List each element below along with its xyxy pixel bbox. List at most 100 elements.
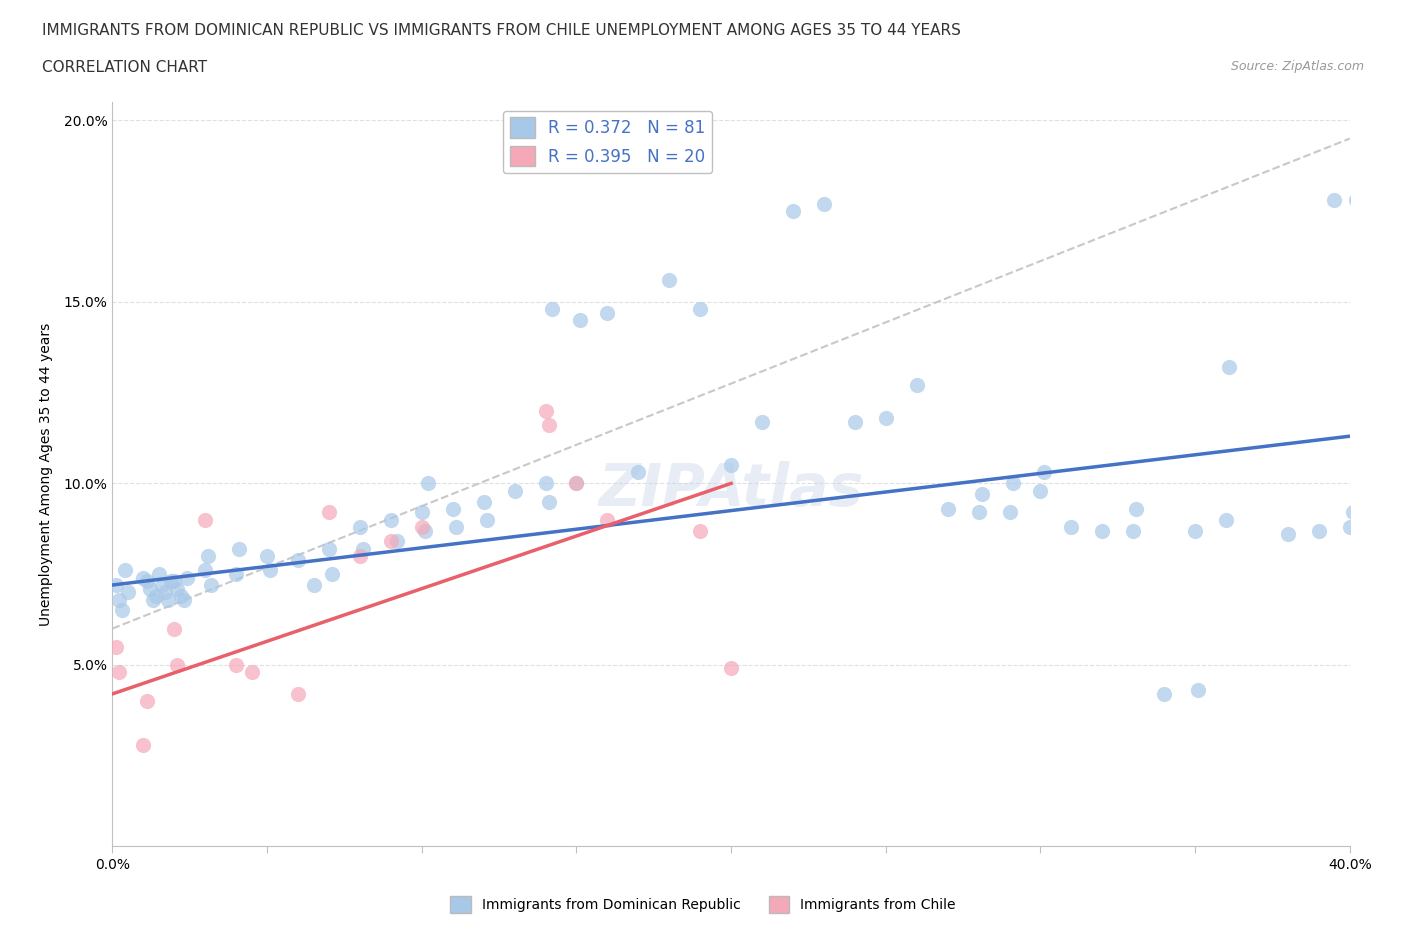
Point	[148, 566, 170, 581]
Point	[176, 570, 198, 585]
Point	[352, 541, 374, 556]
Point	[472, 494, 495, 509]
Point	[166, 581, 188, 596]
Point	[936, 501, 959, 516]
Legend: R = 0.372   N = 81, R = 0.395   N = 20: R = 0.372 N = 81, R = 0.395 N = 20	[503, 111, 711, 173]
Point	[1060, 520, 1083, 535]
Point	[104, 578, 127, 592]
Point	[385, 534, 408, 549]
Point	[1308, 523, 1330, 538]
Point	[111, 603, 134, 618]
Point	[444, 520, 467, 535]
Point	[200, 578, 222, 592]
Point	[194, 563, 217, 578]
Point	[475, 512, 498, 527]
Point	[411, 505, 433, 520]
Point	[627, 465, 650, 480]
Point	[416, 476, 439, 491]
Point	[114, 563, 136, 578]
Point	[225, 658, 247, 672]
Point	[107, 592, 129, 607]
Point	[689, 523, 711, 538]
Point	[153, 585, 176, 600]
Point	[537, 418, 560, 432]
Point	[157, 592, 180, 607]
Point	[905, 378, 928, 392]
Point	[1153, 686, 1175, 701]
Point	[998, 505, 1021, 520]
Point	[1277, 526, 1299, 541]
Point	[565, 476, 588, 491]
Point	[970, 486, 993, 501]
Point	[1122, 523, 1144, 538]
Point	[160, 574, 183, 589]
Point	[813, 196, 835, 211]
Point	[302, 578, 325, 592]
Point	[142, 592, 165, 607]
Point	[197, 549, 219, 564]
Point	[150, 578, 173, 592]
Point	[1091, 523, 1114, 538]
Point	[132, 570, 155, 585]
Text: ZIPAtlas: ZIPAtlas	[599, 460, 863, 518]
Point	[534, 404, 557, 418]
Point	[145, 589, 167, 604]
Point	[596, 305, 619, 320]
Point	[138, 581, 160, 596]
Point	[173, 592, 195, 607]
Point	[135, 574, 157, 589]
Point	[259, 563, 281, 578]
Point	[1344, 193, 1367, 207]
Point	[117, 585, 139, 600]
Point	[967, 505, 990, 520]
Point	[380, 512, 402, 527]
Point	[256, 549, 278, 564]
Point	[318, 505, 340, 520]
Point	[537, 494, 560, 509]
Point	[135, 694, 157, 709]
Point	[844, 414, 866, 429]
Point	[1184, 523, 1206, 538]
Point	[658, 272, 681, 287]
Point	[413, 523, 436, 538]
Point	[287, 552, 309, 567]
Point	[1218, 360, 1240, 375]
Legend: Immigrants from Dominican Republic, Immigrants from Chile: Immigrants from Dominican Republic, Immi…	[444, 890, 962, 919]
Point	[349, 549, 371, 564]
Point	[540, 301, 562, 316]
Point	[287, 686, 309, 701]
Point	[596, 512, 619, 527]
Point	[169, 589, 191, 604]
Point	[1032, 465, 1054, 480]
Point	[194, 512, 217, 527]
Point	[1339, 520, 1361, 535]
Point	[349, 520, 371, 535]
Point	[503, 484, 526, 498]
Text: Source: ZipAtlas.com: Source: ZipAtlas.com	[1230, 60, 1364, 73]
Point	[240, 665, 263, 680]
Point	[1029, 484, 1052, 498]
Point	[1341, 505, 1364, 520]
Y-axis label: Unemployment Among Ages 35 to 44 years: Unemployment Among Ages 35 to 44 years	[38, 323, 52, 626]
Point	[163, 574, 186, 589]
Point	[228, 541, 250, 556]
Point	[568, 312, 591, 327]
Point	[107, 665, 129, 680]
Point	[104, 639, 127, 654]
Point	[1323, 193, 1346, 207]
Point	[132, 737, 155, 752]
Point	[1215, 512, 1237, 527]
Text: IMMIGRANTS FROM DOMINICAN REPUBLIC VS IMMIGRANTS FROM CHILE UNEMPLOYMENT AMONG A: IMMIGRANTS FROM DOMINICAN REPUBLIC VS IM…	[42, 23, 962, 38]
Point	[166, 658, 188, 672]
Text: CORRELATION CHART: CORRELATION CHART	[42, 60, 207, 75]
Point	[1125, 501, 1147, 516]
Point	[565, 476, 588, 491]
Point	[318, 541, 340, 556]
Point	[1001, 476, 1024, 491]
Point	[441, 501, 464, 516]
Point	[1187, 683, 1209, 698]
Point	[225, 566, 247, 581]
Point	[782, 204, 804, 219]
Point	[720, 661, 742, 676]
Point	[534, 476, 557, 491]
